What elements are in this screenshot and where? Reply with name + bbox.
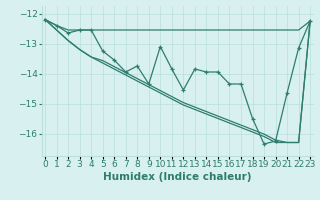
X-axis label: Humidex (Indice chaleur): Humidex (Indice chaleur) xyxy=(103,172,252,182)
